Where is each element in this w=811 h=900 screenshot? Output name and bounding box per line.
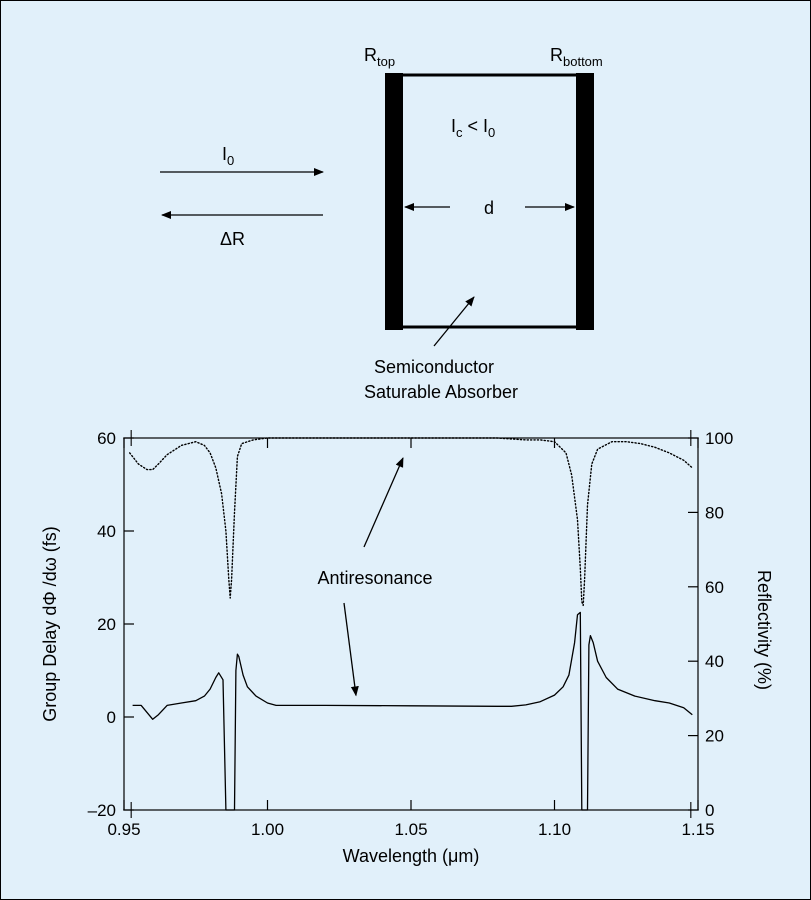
y-tick-label: –20 [88,801,116,820]
group-delay-chart: 0.95 1.00 1.05 1.10 1.15 –20 0 20 40 60 0 20 40 60 80 1… [40,429,774,866]
y2-tick-label: 0 [705,801,714,820]
absorber-label-line1: Semiconductor [374,357,494,377]
y-axis-label: Group Delay dΦ /dω (fs) [40,526,60,721]
top-mirror [385,73,403,330]
absorber-pointer [433,296,475,347]
absorber-diagram: Rtop Rbottom Ic < I0 d I0 ΔR Semiconduct… [160,45,603,402]
absorber-label-line2: Saturable Absorber [364,382,518,402]
reflectivity-line [129,437,693,607]
r-bottom-label: Rbottom [550,45,603,69]
chart-marks: 0.95 1.00 1.05 1.10 1.15 –20 0 20 40 60 0 20 40 60 80 1… [88,429,734,839]
thickness-label: d [484,198,494,218]
y2-axis-label: Reflectivity (%) [754,570,774,690]
y2-tick-label: 40 [705,652,724,671]
y-tick-label: 60 [97,429,116,448]
reflected-label: ΔR [220,229,245,249]
r-top-label: Rtop [364,45,395,69]
plot-area [123,437,699,811]
group-delay-line [132,611,693,811]
y-tick-label: 0 [107,708,116,727]
annotation-arrow-bottom [343,602,359,697]
x-axis-label: Wavelength (μm) [343,846,480,866]
y2-tick-label: 60 [705,578,724,597]
x-tick-label: 1.00 [251,820,284,839]
cavity-intensity-label: Ic < I0 [451,116,495,140]
y-tick-label: 40 [97,522,116,541]
y-tick-label: 20 [97,615,116,634]
y2-tick-label: 100 [705,429,733,448]
x-tick-label: 0.95 [107,820,140,839]
bottom-mirror [576,73,594,330]
annotation-arrow-top [363,457,404,548]
x-tick-label: 1.10 [538,820,571,839]
antiresonance-annotation: Antiresonance [317,568,432,588]
y2-tick-label: 20 [705,727,724,746]
y2-tick-label: 80 [705,503,724,522]
x-tick-label: 1.05 [394,820,427,839]
x-tick-label: 1.15 [681,820,714,839]
incident-intensity-label: I0 [222,144,234,168]
